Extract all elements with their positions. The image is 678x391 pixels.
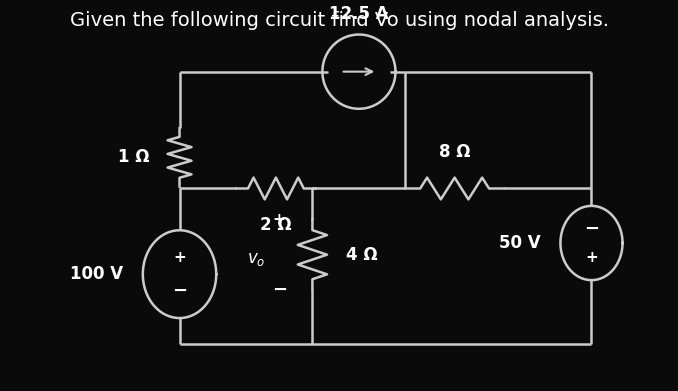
Text: 4 Ω: 4 Ω — [346, 246, 377, 264]
Text: 8 Ω: 8 Ω — [439, 143, 471, 161]
Text: −: − — [584, 220, 599, 238]
Text: 12.5 A: 12.5 A — [329, 5, 388, 23]
Text: 1 Ω: 1 Ω — [118, 148, 150, 166]
Text: 2 Ω: 2 Ω — [260, 216, 292, 234]
Text: Given the following circuit find Vo using nodal analysis.: Given the following circuit find Vo usin… — [70, 11, 608, 30]
Text: +: + — [585, 249, 598, 265]
Text: 100 V: 100 V — [70, 265, 123, 283]
Text: $v_o$: $v_o$ — [247, 249, 265, 267]
Text: 50 V: 50 V — [499, 234, 540, 252]
Text: +: + — [273, 212, 285, 227]
Text: +: + — [173, 250, 186, 265]
Text: −: − — [172, 282, 187, 300]
Text: −: − — [272, 281, 287, 299]
